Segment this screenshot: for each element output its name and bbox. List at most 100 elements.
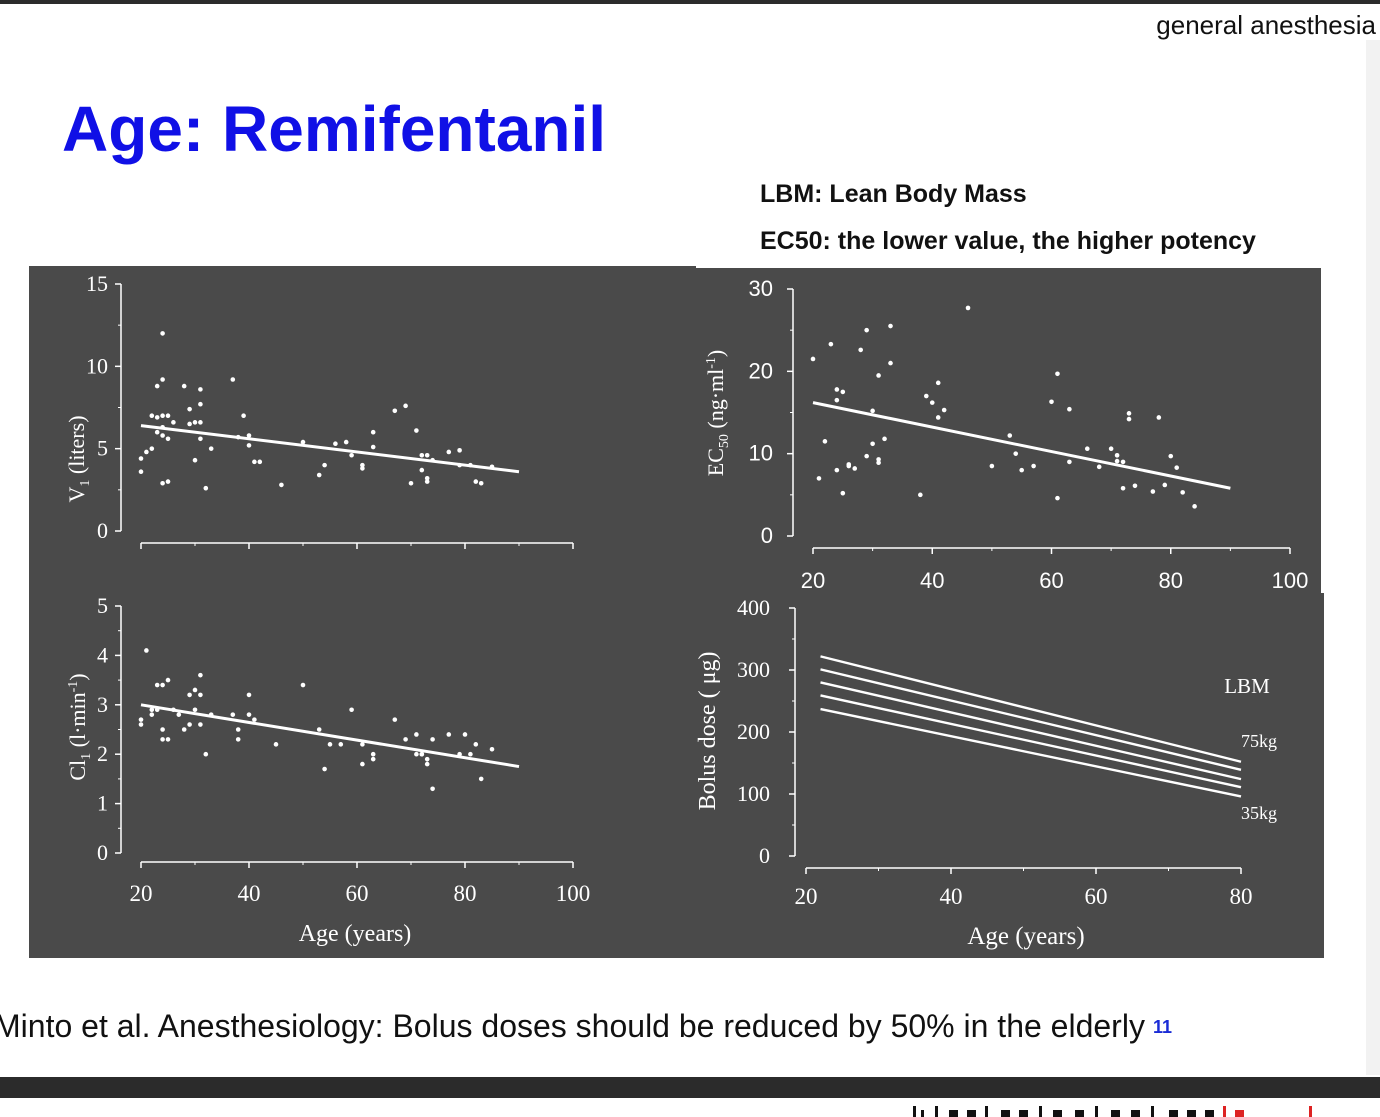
v1-data-point (171, 420, 176, 425)
ec50-data-point (1114, 453, 1120, 458)
cl1-data-point (149, 707, 155, 713)
ec50-data-point (810, 356, 816, 362)
v1-data-point (198, 401, 203, 407)
v1-data-point (457, 448, 462, 453)
cl1-data-point (149, 712, 155, 717)
ec50-x-tick-label: 100 (1272, 568, 1309, 593)
ec50-data-point (1120, 485, 1126, 491)
cl1-x-tick-label: 20 (130, 881, 153, 906)
v1-data-point (160, 413, 165, 419)
cl1-regression-line (140, 703, 520, 769)
ec50-note: EC50: the lower value, the higher potenc… (760, 227, 1256, 255)
ec50-data-point (1120, 459, 1126, 465)
ec50-data-point (846, 462, 852, 467)
cl1-data-point (192, 687, 198, 693)
ec50-data-point (1180, 490, 1185, 495)
v1-data-point (160, 377, 165, 382)
bolus-y-tick-label: 400 (737, 595, 770, 620)
bolus-x-tick-label: 20 (795, 884, 818, 909)
ec50-data-point (1049, 399, 1054, 405)
v1-data-point (424, 479, 430, 484)
ec50-data-point (834, 387, 840, 392)
v1-data-point (149, 413, 155, 419)
ec50-data-point (816, 476, 822, 481)
ec50-x-tick-label: 80 (1159, 568, 1183, 593)
ec50-y-tick-label: 0 (761, 523, 773, 548)
cl1-data-point (230, 712, 236, 717)
v1-data-point (246, 443, 252, 448)
cl1-data-point (430, 786, 435, 792)
v1-data-point (154, 415, 160, 420)
cl1-data-point (392, 717, 398, 722)
cl1-data-point (138, 722, 144, 727)
bolus-series-line-5 (820, 707, 1242, 798)
cl1-data-point (419, 751, 425, 757)
v1-regression-line (140, 424, 520, 474)
ec50-data-point (923, 393, 929, 399)
v1-data-point (241, 413, 246, 419)
ec50-data-point (864, 327, 869, 333)
v1-data-point (414, 428, 419, 433)
cl1-data-point (300, 682, 306, 688)
ec50-data-point (1055, 371, 1060, 377)
cl1-y-tick-label: 3 (97, 692, 108, 717)
v1-data-point (203, 485, 209, 491)
v1-data-point (446, 449, 452, 455)
ec50-data-point (1168, 453, 1174, 459)
cl1-data-point (203, 751, 209, 757)
cl1-data-point (489, 746, 495, 752)
ec50-data-point (882, 436, 887, 442)
v1-data-point (154, 383, 160, 389)
cl1-data-point (198, 672, 203, 678)
ec50-data-point (1096, 464, 1102, 470)
v1-data-point (392, 408, 398, 414)
cl1-data-point (360, 742, 365, 747)
ec50-data-point (1013, 451, 1019, 456)
v1-data-point (343, 439, 349, 445)
v1-data-point (198, 420, 203, 425)
cl1-data-point (165, 677, 171, 683)
cl1-y-tick-label: 1 (97, 791, 108, 816)
ec50-data-point (828, 341, 834, 347)
ec50-data-point (876, 373, 881, 378)
v1-data-point (187, 421, 192, 427)
v1-data-point (149, 446, 155, 451)
v1-data-point (198, 436, 203, 442)
ec50-data-point (1192, 504, 1197, 509)
v1-data-point (154, 429, 160, 435)
ec50-data-point (840, 490, 846, 496)
ec50-data-point (1067, 459, 1072, 465)
ec50-data-point (1126, 416, 1132, 422)
ec50-data-point (935, 415, 941, 420)
ec50-data-point (1084, 446, 1090, 452)
v1-data-point (279, 482, 284, 488)
cl1-y-tick-label: 2 (97, 741, 108, 766)
bolus-chart: Bolus dose ( μg) Age (years) LBM 75kg 35… (696, 595, 1277, 950)
scrollbar-track[interactable] (1366, 40, 1380, 1075)
ec50-data-point (1162, 482, 1168, 488)
v1-data-point (181, 383, 187, 389)
bolus-y-tick-label: 100 (737, 781, 770, 806)
ec50-data-point (840, 389, 846, 395)
cl1-data-point (198, 692, 203, 698)
v1-data-point (408, 480, 414, 486)
page-number: 11 (1152, 1017, 1172, 1037)
cl1-x-tick-label: 40 (238, 881, 261, 906)
bolus-y-axis-label: Bolus dose ( μg) (696, 652, 721, 811)
bolus-x-tick-label: 80 (1230, 884, 1253, 909)
ec50-data-point (1156, 415, 1162, 420)
v1-data-point (424, 452, 430, 458)
v1-y-tick-label: 15 (86, 271, 108, 296)
v1-data-point (370, 429, 376, 435)
cl1-data-point (370, 751, 376, 757)
v1-data-point (160, 433, 165, 438)
ec50-chart-panel: EC50 (ng·ml-1) 0 10 20 30 20 40 60 80 100 (696, 268, 1321, 594)
v1-data-point (192, 457, 198, 463)
cl1-y-tick-label: 0 (97, 840, 108, 865)
v1-data-point (208, 446, 214, 451)
v1-data-point (160, 331, 165, 336)
cl1-y-axis-label: Cl1 (l·min-1) (65, 673, 94, 780)
lbm-label-35kg: 35kg (1241, 803, 1277, 823)
ec50-x-tick-label: 40 (920, 568, 944, 593)
ec50-data-point (858, 347, 863, 353)
